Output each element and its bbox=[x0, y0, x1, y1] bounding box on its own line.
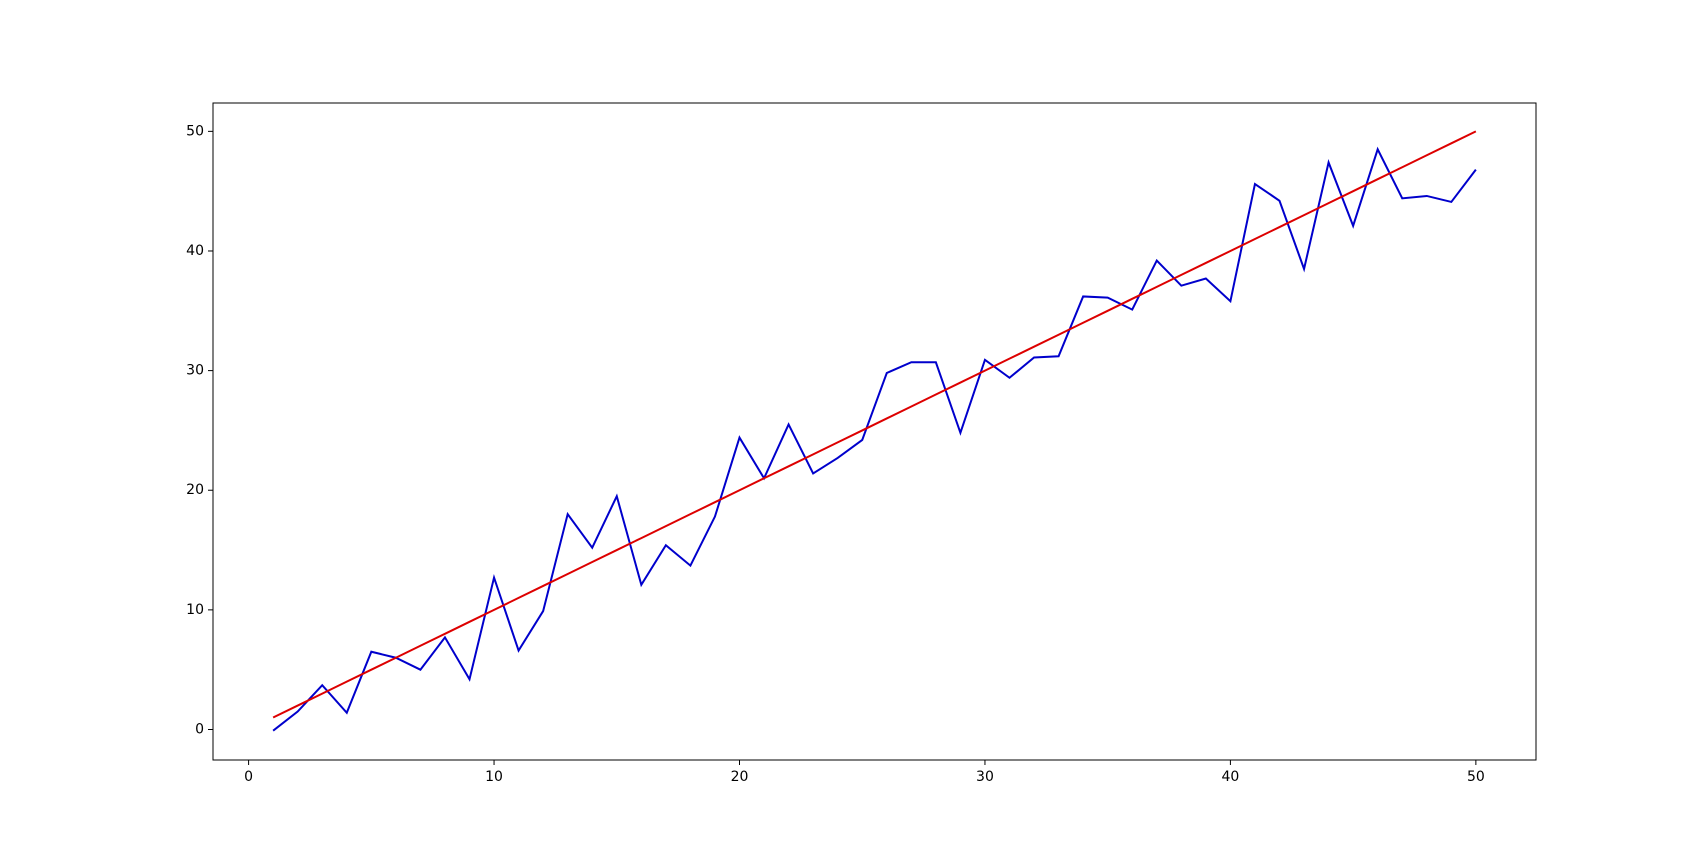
line-series bbox=[272, 146, 1477, 732]
x-tick-label: 10 bbox=[485, 769, 503, 785]
plot-frame bbox=[212, 102, 1537, 761]
y-tick-label: 0 bbox=[195, 721, 204, 737]
y-tick-label: 50 bbox=[186, 123, 204, 139]
y-tick-label: 30 bbox=[186, 363, 204, 379]
x-tick-label: 0 bbox=[244, 769, 253, 785]
x-tick-label: 30 bbox=[976, 769, 994, 785]
x-tick-label: 20 bbox=[731, 769, 749, 785]
x-tick-label: 50 bbox=[1467, 769, 1485, 785]
x-tick-label: 40 bbox=[1221, 769, 1239, 785]
y-tick-label: 10 bbox=[186, 602, 204, 618]
y-tick-label: 20 bbox=[186, 482, 204, 498]
y-tick-label: 40 bbox=[186, 243, 204, 259]
line-series bbox=[272, 130, 1477, 719]
